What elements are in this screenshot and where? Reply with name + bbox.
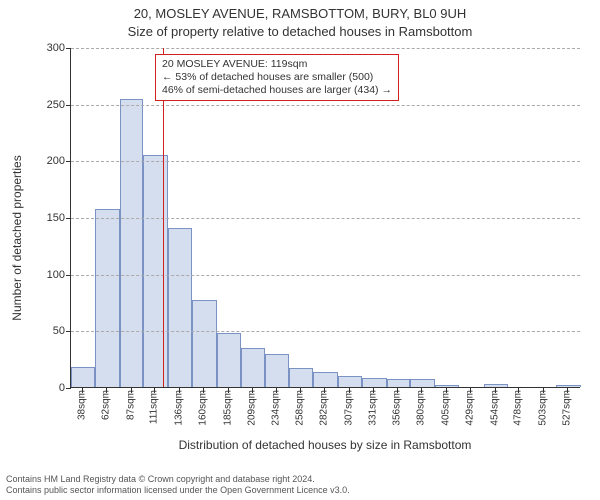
chart-container: 20, MOSLEY AVENUE, RAMSBOTTOM, BURY, BL0… bbox=[0, 0, 600, 500]
histogram-bar bbox=[556, 385, 581, 387]
x-tick-mark bbox=[446, 388, 447, 393]
x-tick-mark bbox=[543, 388, 544, 393]
x-axis-label: Distribution of detached houses by size … bbox=[70, 438, 580, 452]
x-tick-mark bbox=[203, 388, 204, 393]
x-tick-label: 62sqm bbox=[100, 390, 111, 420]
grid-line bbox=[71, 275, 580, 276]
x-tick-mark bbox=[421, 388, 422, 393]
x-tick-mark bbox=[397, 388, 398, 393]
y-tick-label: 250 bbox=[31, 99, 65, 111]
grid-line bbox=[71, 48, 580, 49]
x-tick-label: 478sqm bbox=[513, 390, 524, 426]
x-tick-mark bbox=[495, 388, 496, 393]
y-tick-label: 0 bbox=[31, 382, 65, 394]
x-tick-label: 356sqm bbox=[392, 390, 403, 426]
y-tick-mark bbox=[66, 388, 71, 389]
x-tick-mark bbox=[252, 388, 253, 393]
footer-line: Contains public sector information licen… bbox=[6, 485, 350, 496]
x-tick-label: 380sqm bbox=[416, 390, 427, 426]
x-tick-mark bbox=[276, 388, 277, 393]
grid-line bbox=[71, 105, 580, 106]
histogram-bar bbox=[435, 385, 459, 387]
x-tick-mark bbox=[518, 388, 519, 393]
x-tick-label: 331sqm bbox=[367, 390, 378, 426]
x-tick-mark bbox=[106, 388, 107, 393]
x-tick-mark bbox=[470, 388, 471, 393]
x-tick-label: 209sqm bbox=[246, 390, 257, 426]
x-tick-label: 258sqm bbox=[295, 390, 306, 426]
y-tick-mark bbox=[66, 218, 71, 219]
x-tick-label: 307sqm bbox=[343, 390, 354, 426]
histogram-bar bbox=[338, 376, 362, 387]
histogram-bar bbox=[241, 348, 266, 387]
plot-area: 05010015020025030020 MOSLEY AVENUE: 119s… bbox=[70, 48, 580, 388]
histogram-bar bbox=[95, 209, 120, 387]
histogram-bar bbox=[143, 155, 168, 387]
histogram-bar bbox=[192, 300, 217, 387]
x-tick-mark bbox=[349, 388, 350, 393]
histogram-bar bbox=[410, 379, 435, 387]
x-tick-label: 38sqm bbox=[76, 390, 87, 420]
attribution-footer: Contains HM Land Registry data © Crown c… bbox=[6, 474, 350, 496]
y-tick-label: 50 bbox=[31, 325, 65, 337]
annotation-line: 46% of semi-detached houses are larger (… bbox=[162, 84, 392, 97]
x-tick-label: 429sqm bbox=[464, 390, 475, 426]
histogram-bar bbox=[265, 354, 289, 387]
grid-line bbox=[71, 161, 580, 162]
chart-region: 05010015020025030020 MOSLEY AVENUE: 119s… bbox=[70, 48, 580, 428]
x-tick-mark bbox=[324, 388, 325, 393]
annotation-line: 20 MOSLEY AVENUE: 119sqm bbox=[162, 58, 392, 71]
grid-line bbox=[71, 218, 580, 219]
histogram-bar bbox=[313, 372, 338, 387]
x-tick-label: 87sqm bbox=[125, 390, 136, 420]
footer-line: Contains HM Land Registry data © Crown c… bbox=[6, 474, 350, 485]
x-tick-mark bbox=[228, 388, 229, 393]
x-tick-label: 454sqm bbox=[489, 390, 500, 426]
y-tick-mark bbox=[66, 331, 71, 332]
x-tick-label: 160sqm bbox=[197, 390, 208, 426]
x-tick-label: 234sqm bbox=[271, 390, 282, 426]
y-tick-label: 300 bbox=[31, 42, 65, 54]
grid-line bbox=[71, 331, 580, 332]
y-tick-label: 150 bbox=[31, 212, 65, 224]
y-tick-mark bbox=[66, 161, 71, 162]
y-tick-label: 200 bbox=[31, 155, 65, 167]
x-tick-label: 503sqm bbox=[538, 390, 549, 426]
y-tick-mark bbox=[66, 105, 71, 106]
y-tick-label: 100 bbox=[31, 269, 65, 281]
x-tick-mark bbox=[300, 388, 301, 393]
histogram-bar bbox=[71, 367, 95, 387]
x-tick-mark bbox=[567, 388, 568, 393]
histogram-bar bbox=[484, 384, 508, 387]
x-tick-mark bbox=[131, 388, 132, 393]
page-subtitle: Size of property relative to detached ho… bbox=[0, 24, 600, 39]
page-title: 20, MOSLEY AVENUE, RAMSBOTTOM, BURY, BL0… bbox=[0, 6, 600, 21]
x-tick-mark bbox=[179, 388, 180, 393]
y-tick-mark bbox=[66, 48, 71, 49]
x-tick-mark bbox=[154, 388, 155, 393]
y-tick-mark bbox=[66, 275, 71, 276]
x-tick-mark bbox=[82, 388, 83, 393]
histogram-bar bbox=[289, 368, 313, 387]
x-tick-mark bbox=[373, 388, 374, 393]
histogram-bar bbox=[168, 228, 192, 387]
x-tick-label: 185sqm bbox=[222, 390, 233, 426]
histogram-bar bbox=[120, 99, 144, 387]
x-tick-label: 136sqm bbox=[174, 390, 185, 426]
x-tick-label: 527sqm bbox=[562, 390, 573, 426]
histogram-bar bbox=[387, 379, 411, 387]
x-tick-label: 111sqm bbox=[149, 390, 160, 424]
histogram-bar bbox=[217, 333, 241, 387]
histogram-bar bbox=[362, 378, 387, 387]
y-axis-label: Number of detached properties bbox=[10, 48, 24, 428]
annotation-line: ← 53% of detached houses are smaller (50… bbox=[162, 71, 392, 84]
x-tick-label: 405sqm bbox=[441, 390, 452, 426]
annotation-box: 20 MOSLEY AVENUE: 119sqm← 53% of detache… bbox=[155, 54, 399, 101]
x-tick-label: 282sqm bbox=[319, 390, 330, 426]
